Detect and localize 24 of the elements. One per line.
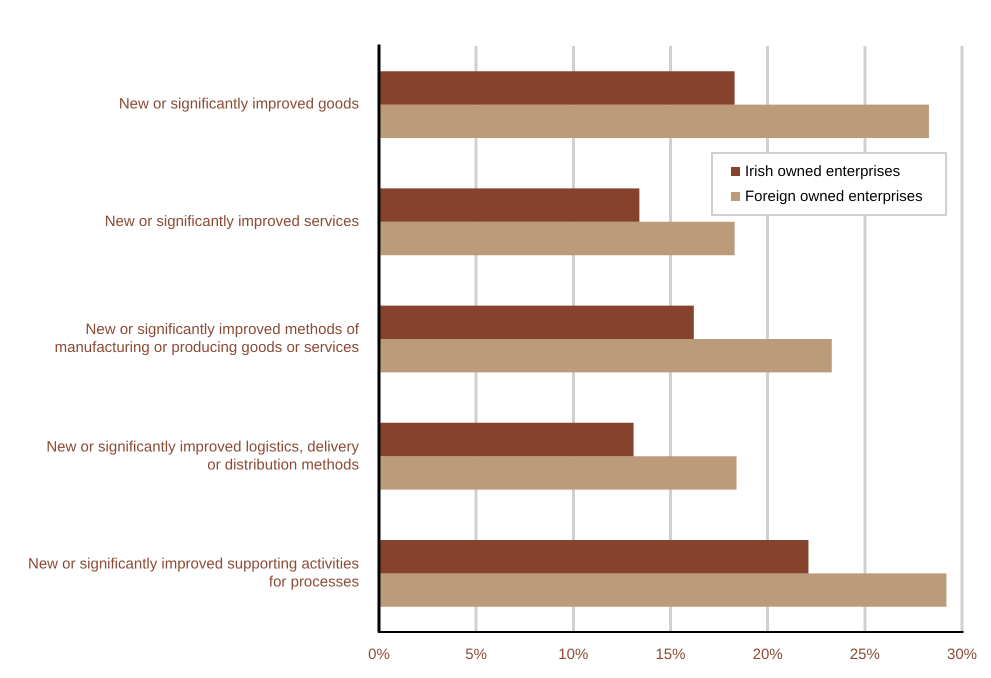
bar	[380, 573, 946, 607]
bar	[380, 71, 735, 105]
bar	[380, 306, 694, 339]
x-tick-label: 30%	[946, 646, 978, 664]
legend-label: Foreign owned enterprises	[745, 187, 923, 207]
x-tick-label: 5%	[465, 646, 487, 664]
y-tick-label: New or significantly improved goods	[118, 96, 359, 113]
y-tick-label: New or significantly improved methods of manufacturing or producing goods or services	[54, 321, 360, 356]
x-tick-label: 10%	[558, 646, 588, 664]
x-tick-label: 20%	[752, 646, 783, 664]
bar	[380, 422, 634, 456]
bar	[380, 188, 640, 222]
bar	[380, 339, 832, 372]
bar	[380, 456, 737, 490]
legend-label: Irish owned enterprises	[745, 162, 900, 182]
bar	[380, 540, 808, 574]
y-tick-label: New or significantly improved supporting activities for processes	[28, 556, 359, 591]
x-tick-label: 15%	[655, 646, 686, 664]
x-tick-label: 0%	[368, 646, 390, 664]
x-tick-label: 25%	[850, 646, 880, 664]
y-tick-label: New or significantly improved logistics, delivery or distribution methods	[46, 438, 360, 474]
y-tick-label: New or significantly improved services	[104, 212, 359, 230]
bar	[380, 222, 735, 256]
bar	[380, 104, 929, 138]
